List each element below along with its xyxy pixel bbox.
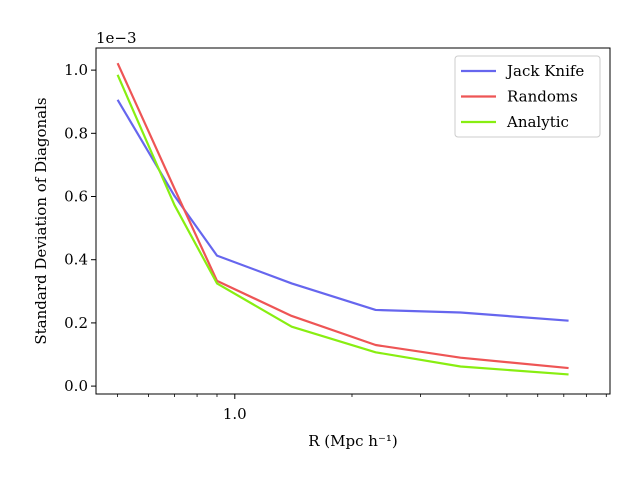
legend-frame (454, 55, 601, 138)
ticks-layer: 0.0 0.2 0.4 0.6 0.8 1.0 1.0 (64, 61, 607, 423)
axes-layer (95, 47, 611, 395)
y-tick-label: 0.4 (64, 251, 88, 269)
legend: Jack Knife Randoms Analytic (454, 55, 601, 138)
y-tick-label: 0.2 (64, 314, 88, 332)
y-axis-label: Standard Deviation of Diagonals (32, 97, 50, 344)
y-offset-label: 1e−3 (96, 29, 137, 47)
legend-label: Jack Knife (505, 62, 584, 80)
y-tick-label: 0.8 (64, 124, 88, 142)
series-layer (116, 62, 569, 376)
legend-label: Randoms (507, 88, 578, 106)
x-tick-label: 1.0 (223, 405, 247, 423)
y-tick-label: 0.6 (64, 188, 88, 206)
legend-label: Analytic (506, 113, 569, 131)
x-axis-label: R (Mpc h⁻¹) (308, 432, 398, 450)
y-tick-label: 0.0 (64, 377, 88, 395)
plot-frame (95, 47, 611, 395)
y-tick-label: 1.0 (64, 61, 88, 79)
